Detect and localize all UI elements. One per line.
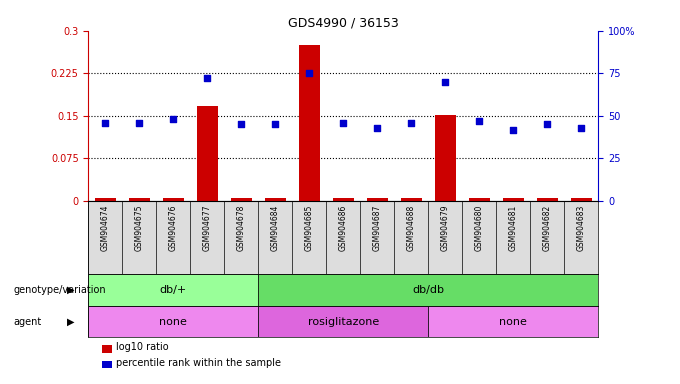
Point <box>372 125 383 131</box>
Point <box>542 121 553 127</box>
Point <box>474 118 485 124</box>
Bar <box>469 198 490 201</box>
Text: GSM904688: GSM904688 <box>407 205 416 251</box>
Text: none: none <box>160 316 187 326</box>
Text: GSM904683: GSM904683 <box>577 205 586 251</box>
Text: GSM904676: GSM904676 <box>169 205 178 251</box>
Text: GSM904685: GSM904685 <box>305 205 314 251</box>
Point <box>202 75 213 81</box>
Point <box>168 116 179 122</box>
Bar <box>95 198 116 201</box>
Title: GDS4990 / 36153: GDS4990 / 36153 <box>288 17 398 30</box>
Text: GSM904678: GSM904678 <box>237 205 246 251</box>
Bar <box>428 306 598 338</box>
Text: log10 ratio: log10 ratio <box>116 342 168 352</box>
Text: GSM904686: GSM904686 <box>339 205 348 251</box>
Bar <box>537 198 558 201</box>
Point <box>338 120 349 126</box>
Text: GSM904674: GSM904674 <box>101 205 110 251</box>
Text: genotype/variation: genotype/variation <box>14 285 106 295</box>
Bar <box>88 306 258 338</box>
Bar <box>163 198 184 201</box>
Bar <box>299 45 320 201</box>
Point <box>576 125 587 131</box>
Point <box>100 120 111 126</box>
Text: GSM904687: GSM904687 <box>373 205 382 251</box>
Text: percentile rank within the sample: percentile rank within the sample <box>116 358 281 367</box>
Text: ▶: ▶ <box>67 285 75 295</box>
Text: GSM904675: GSM904675 <box>135 205 144 251</box>
Bar <box>258 274 598 306</box>
Text: GSM904680: GSM904680 <box>475 205 484 251</box>
Bar <box>503 198 524 201</box>
Point <box>236 121 247 127</box>
Bar <box>129 198 150 201</box>
Text: ▶: ▶ <box>67 316 75 326</box>
Text: agent: agent <box>14 316 42 326</box>
Bar <box>265 198 286 201</box>
Bar <box>231 198 252 201</box>
Bar <box>258 306 428 338</box>
Bar <box>197 106 218 201</box>
Bar <box>88 274 258 306</box>
Text: GSM904681: GSM904681 <box>509 205 518 251</box>
Text: rosiglitazone: rosiglitazone <box>308 316 379 326</box>
Point <box>406 120 417 126</box>
Point <box>508 126 519 132</box>
Bar <box>367 198 388 201</box>
Text: GSM904679: GSM904679 <box>441 205 450 251</box>
Point <box>440 79 451 85</box>
Text: none: none <box>500 316 527 326</box>
Text: db/+: db/+ <box>160 285 187 295</box>
Text: GSM904677: GSM904677 <box>203 205 212 251</box>
Bar <box>401 198 422 201</box>
Point <box>134 120 145 126</box>
Text: db/db: db/db <box>412 285 445 295</box>
Point <box>304 70 315 76</box>
Text: GSM904684: GSM904684 <box>271 205 280 251</box>
Bar <box>333 198 354 201</box>
Point <box>270 121 281 127</box>
Text: GSM904682: GSM904682 <box>543 205 552 251</box>
Bar <box>571 198 592 201</box>
Bar <box>435 115 456 201</box>
